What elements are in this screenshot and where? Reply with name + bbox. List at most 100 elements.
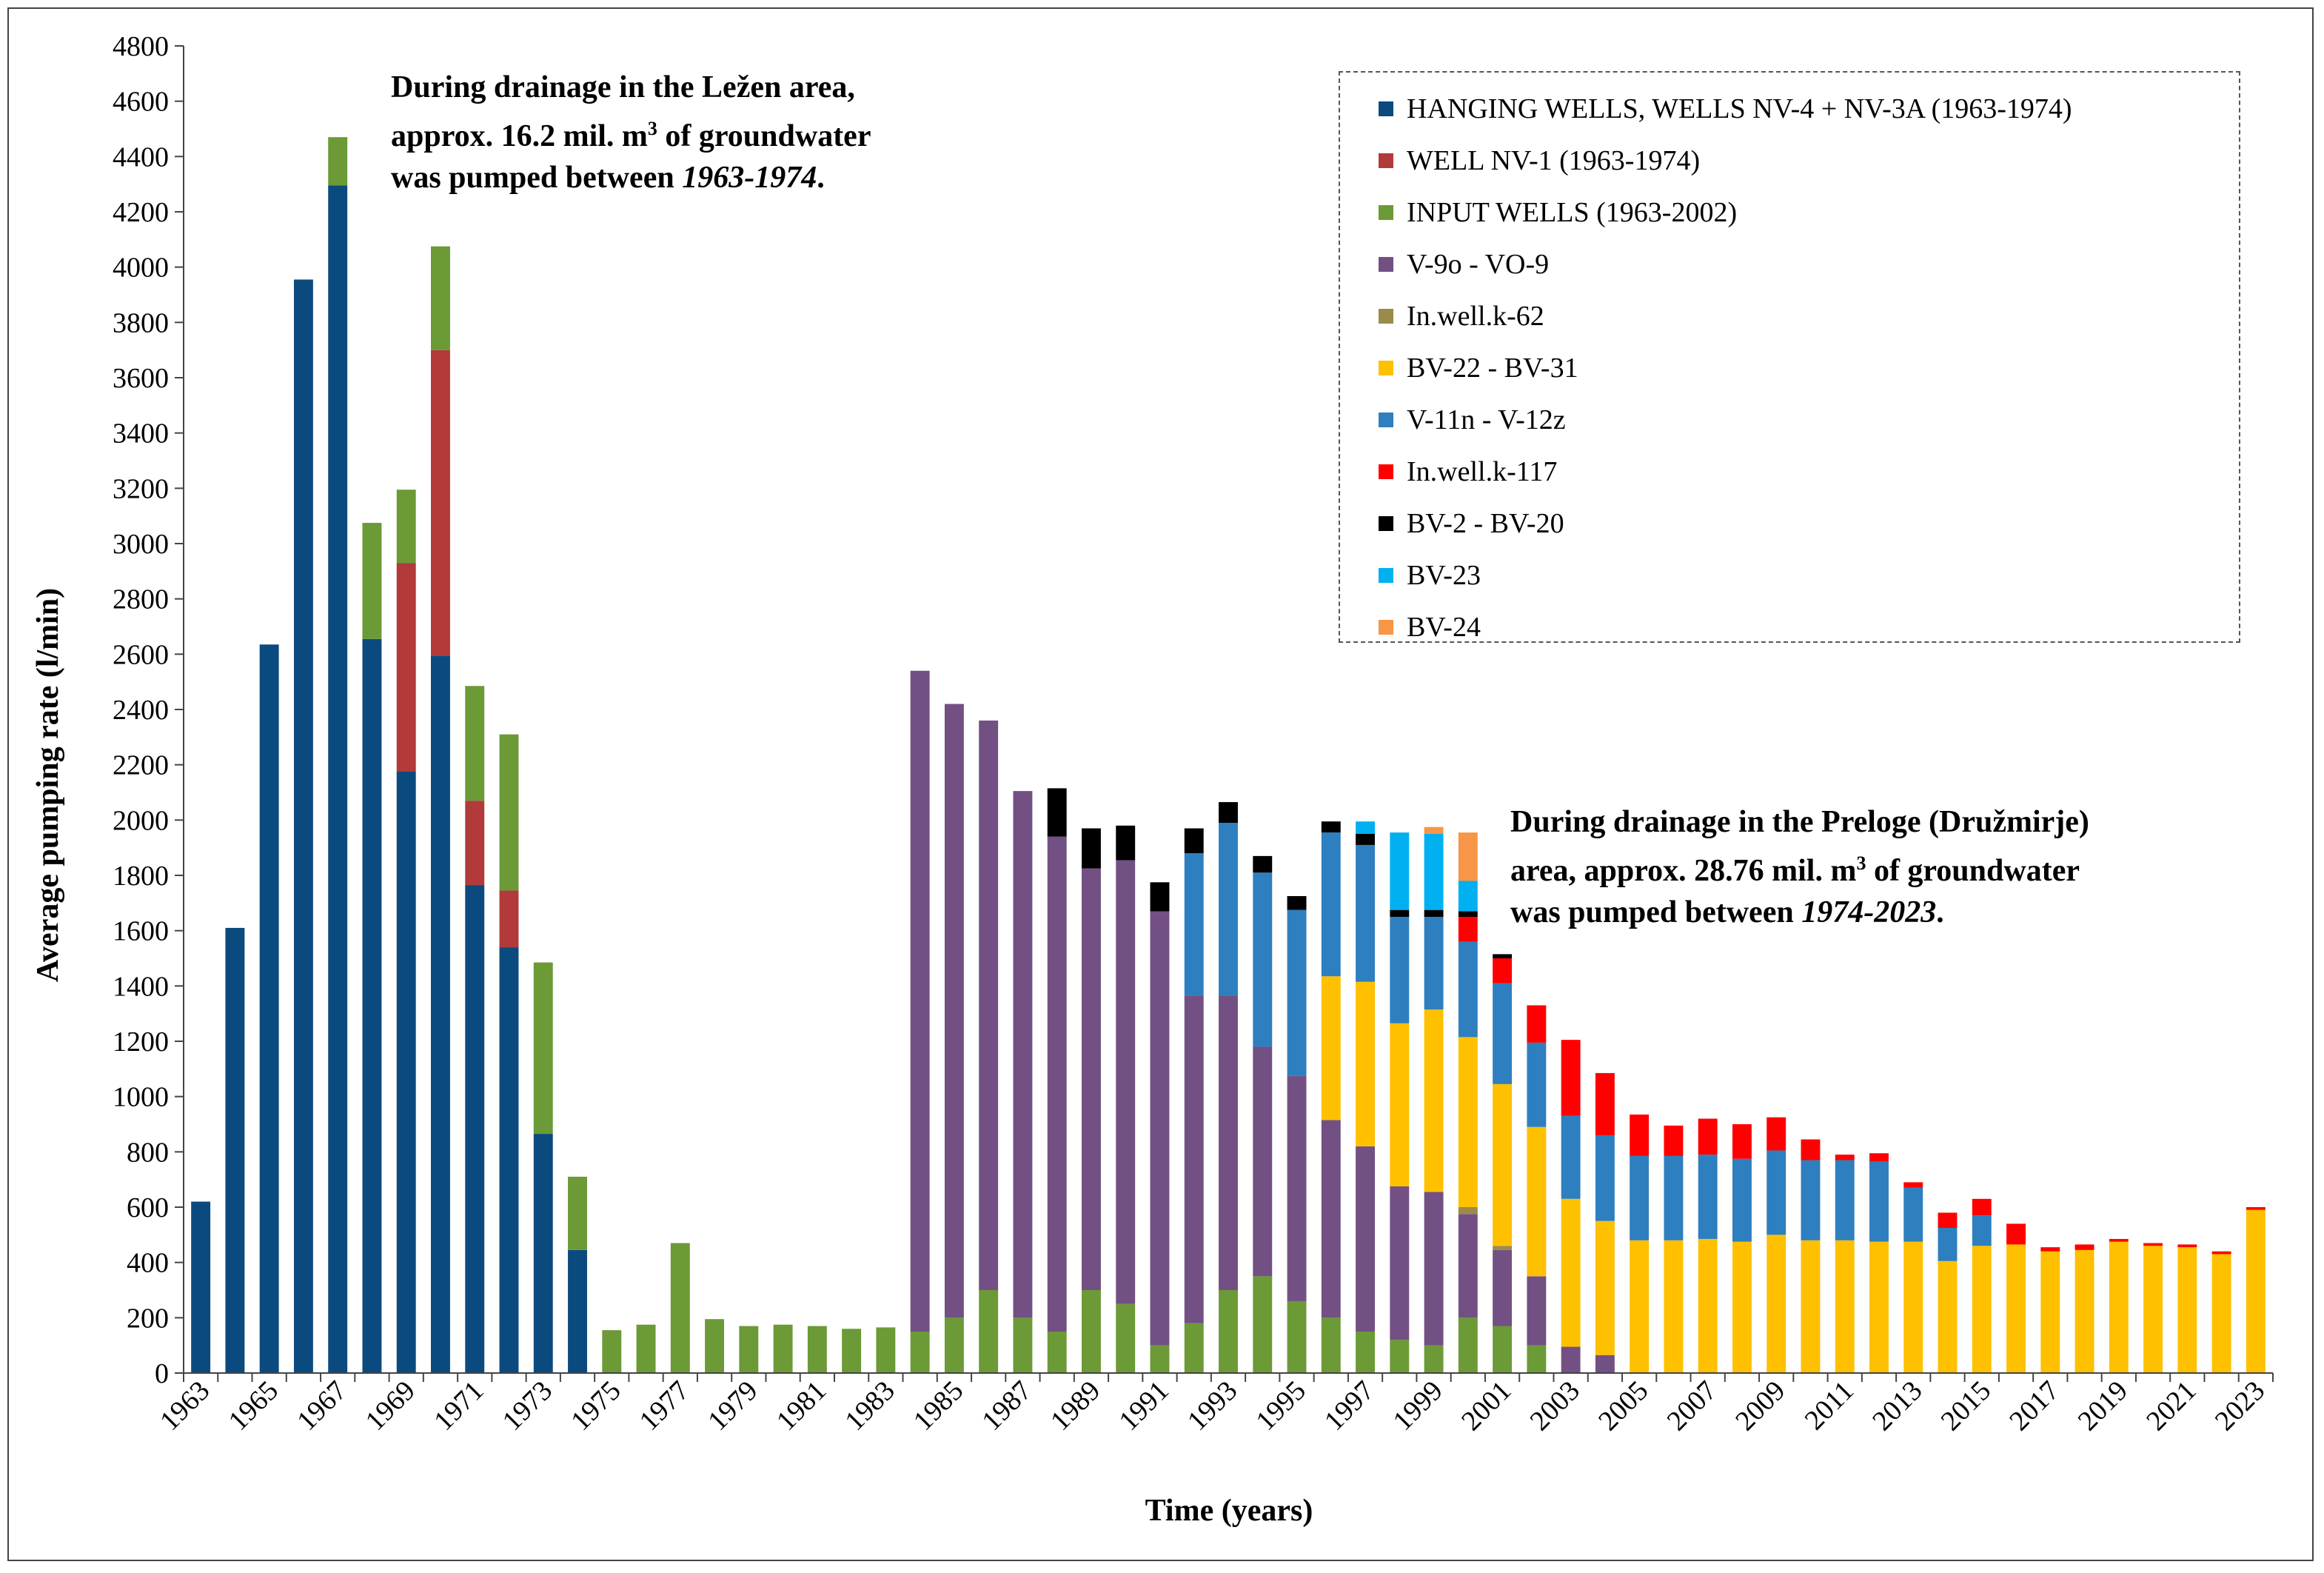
bar-segment: [1424, 909, 1444, 917]
x-tick-label: 2015: [1935, 1375, 1997, 1437]
bar-segment: [431, 350, 450, 656]
y-tick-label: 2800: [113, 584, 169, 615]
bar-segment: [1972, 1198, 1992, 1216]
legend-swatch: [1379, 101, 1393, 116]
y-tick-label: 2000: [113, 805, 169, 836]
legend-item: V-9o - VO-9: [1340, 238, 2239, 290]
bar-segment: [499, 890, 519, 948]
y-tick-label: 600: [127, 1192, 169, 1223]
bar-segment: [1732, 1158, 1752, 1242]
y-tick-label: 4000: [113, 253, 169, 284]
x-tick-label: 1985: [908, 1375, 969, 1437]
bar-segment: [1972, 1215, 1992, 1246]
bar-segment: [1424, 917, 1444, 1010]
bar-segment: [1527, 1345, 1547, 1373]
y-tick-label: 1400: [113, 971, 169, 1002]
bar-segment: [1116, 825, 1136, 861]
bar-segment: [1253, 872, 1273, 1047]
bar-segment: [910, 670, 930, 1332]
x-tick-label: 1975: [565, 1375, 626, 1437]
bar-segment: [2074, 1244, 2094, 1250]
bar-segment: [1767, 1117, 1786, 1151]
bar-segment: [465, 686, 485, 801]
legend-label: V-9o - VO-9: [1407, 249, 1550, 280]
x-tick-label: 2011: [1799, 1375, 1860, 1436]
bar-segment: [1116, 860, 1136, 1304]
bar-segment: [1321, 976, 1341, 1121]
legend-swatch: [1379, 153, 1393, 168]
bar-segment: [1219, 823, 1238, 996]
legend-item: V-11n - V-12z: [1340, 394, 2239, 446]
bar-segment: [1184, 853, 1204, 996]
bar-segment: [1938, 1228, 1958, 1261]
bar-segment: [1767, 1235, 1786, 1373]
annotation-line: was pumped between 1974-2023.: [1510, 895, 1944, 929]
bar-segment: [2211, 1254, 2231, 1373]
x-axis-title: Time (years): [1145, 1494, 1313, 1528]
bar-segment: [2109, 1241, 2129, 1373]
annotation-line: approx. 16.2 mil. m3 of groundwater: [391, 118, 871, 153]
bar-segment: [1903, 1241, 1923, 1373]
bar-segment: [910, 1332, 930, 1373]
bar-segment: [1321, 1120, 1341, 1318]
y-tick-label: 4200: [113, 197, 169, 228]
bar-segment: [259, 644, 279, 1373]
legend-item: INPUT WELLS (1963-2002): [1340, 187, 2239, 238]
bar-segment: [1390, 1186, 1410, 1340]
bar-segment: [1493, 954, 1513, 958]
bar-segment: [1390, 832, 1410, 910]
legend-item: WELL NV-1 (1963-1974): [1340, 135, 2239, 187]
bar-segment: [2211, 1251, 2231, 1255]
annotation-line: area, approx. 28.76 mil. m3 of groundwat…: [1510, 852, 2080, 888]
bar-segment: [1013, 791, 1033, 1318]
legend-item: HANGING WELLS, WELLS NV-4 + NV-3A (1963-…: [1340, 83, 2239, 135]
bar-segment: [1458, 911, 1478, 917]
bar-segment: [533, 1134, 553, 1373]
bar-segment: [1561, 1115, 1581, 1199]
y-tick-label: 1800: [113, 861, 169, 892]
bar-segment: [1287, 909, 1307, 1076]
bar-segment: [225, 927, 245, 1373]
legend-label: BV-22 - BV-31: [1407, 353, 1578, 384]
annotation-line: During drainage in the Ležen area,: [391, 70, 855, 104]
bar-segment: [1801, 1240, 1821, 1373]
y-tick-label: 4800: [113, 31, 169, 62]
y-tick-label: 3200: [113, 473, 169, 504]
y-tick-label: 800: [127, 1137, 169, 1168]
bar-segment: [1458, 1317, 1478, 1373]
x-tick-label: 2021: [2140, 1375, 2202, 1437]
bar-segment: [1184, 828, 1204, 854]
bar-segment: [1047, 1332, 1067, 1373]
bar-segment: [2040, 1247, 2060, 1252]
bar-segment: [1356, 1332, 1376, 1373]
bar-segment: [1253, 1046, 1273, 1277]
bar-segment: [1356, 844, 1376, 982]
x-tick-label: 1999: [1387, 1375, 1449, 1437]
legend-label: BV-2 - BV-20: [1407, 508, 1564, 539]
legend-item: BV-24: [1340, 601, 2239, 653]
bar-segment: [1493, 1326, 1513, 1373]
x-tick-label: 2003: [1524, 1375, 1586, 1437]
bar-segment: [568, 1176, 587, 1250]
bar-segment: [2040, 1251, 2060, 1373]
bar-segment: [807, 1326, 827, 1373]
bar-segment: [1698, 1155, 1718, 1239]
x-tick-label: 2019: [2072, 1375, 2134, 1437]
bar-segment: [1390, 1340, 1410, 1373]
bar-segment: [1493, 1249, 1513, 1326]
x-tick-label: 1979: [702, 1375, 763, 1437]
bar-segment: [1356, 1146, 1376, 1332]
x-tick-label: 1987: [976, 1375, 1037, 1437]
y-tick-label: 3000: [113, 529, 169, 560]
bar-segment: [1287, 1075, 1307, 1301]
bar-segment: [396, 490, 416, 564]
bar-segment: [1458, 1214, 1478, 1318]
bar-segment: [670, 1243, 690, 1373]
x-tick-label: 2023: [2209, 1375, 2271, 1437]
legend-item: BV-2 - BV-20: [1340, 498, 2239, 550]
bar-segment: [1630, 1155, 1650, 1240]
bar-segment: [1219, 802, 1238, 824]
bar-segment: [1561, 1040, 1581, 1116]
bar-segment: [1287, 896, 1307, 910]
